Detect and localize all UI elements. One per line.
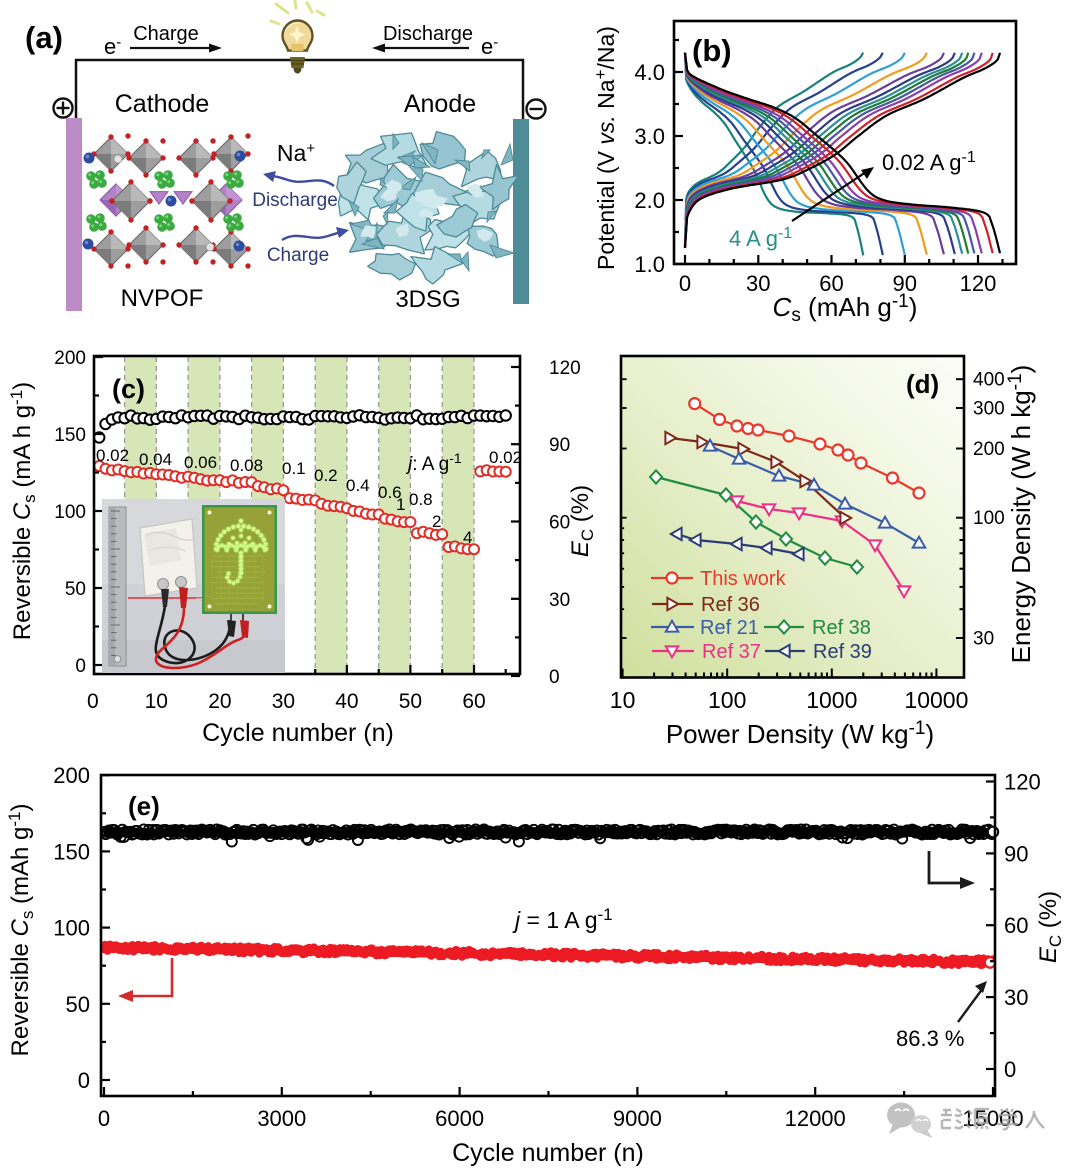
svg-text:60: 60 xyxy=(462,690,485,713)
svg-text:Reversible Cs (mA h g-1): Reversible Cs (mA h g-1) xyxy=(7,382,39,640)
svg-text:Charge: Charge xyxy=(267,245,329,266)
svg-text:(a): (a) xyxy=(25,20,63,55)
svg-text:2.0: 2.0 xyxy=(634,188,665,213)
svg-text:Discharge: Discharge xyxy=(252,190,338,211)
svg-text:NVPOF: NVPOF xyxy=(121,285,204,312)
svg-text:50: 50 xyxy=(66,992,90,1017)
svg-text:Energy Density (W h kg-1): Energy Density (W h kg-1) xyxy=(1005,365,1036,664)
svg-text:400: 400 xyxy=(973,370,1005,391)
svg-text:120: 120 xyxy=(549,358,581,379)
svg-text:4.0: 4.0 xyxy=(634,60,665,85)
svg-text:0: 0 xyxy=(87,690,99,713)
svg-text:100: 100 xyxy=(973,508,1005,529)
svg-text:10: 10 xyxy=(145,690,168,713)
svg-text:(c): (c) xyxy=(112,374,145,404)
svg-text:0.02 A g-1: 0.02 A g-1 xyxy=(882,149,976,175)
svg-text:0: 0 xyxy=(679,271,691,296)
svg-text:3DSG: 3DSG xyxy=(395,286,460,313)
svg-text:60: 60 xyxy=(819,271,843,296)
svg-text:30: 30 xyxy=(973,629,994,650)
svg-text:Ref 21: Ref 21 xyxy=(700,617,759,639)
svg-text:Ref 37: Ref 37 xyxy=(702,641,761,663)
svg-text:j = 1 A g-1: j = 1 A g-1 xyxy=(512,905,613,933)
svg-text:150: 150 xyxy=(53,839,90,864)
svg-text:(b): (b) xyxy=(692,33,732,68)
svg-text:120: 120 xyxy=(1004,770,1041,795)
svg-text:60: 60 xyxy=(549,513,570,534)
svg-text:0.4: 0.4 xyxy=(346,476,370,495)
svg-text:0.8: 0.8 xyxy=(409,490,433,509)
svg-text:90: 90 xyxy=(549,435,570,456)
svg-text:EC (%): EC (%) xyxy=(567,485,597,557)
svg-text:Discharge: Discharge xyxy=(383,23,473,45)
svg-text:0.02: 0.02 xyxy=(96,446,129,465)
svg-text:0: 0 xyxy=(98,1106,110,1131)
svg-text:86.3 %: 86.3 % xyxy=(896,1026,965,1051)
svg-text:100: 100 xyxy=(708,687,746,713)
svg-text:Ref 39: Ref 39 xyxy=(813,641,872,663)
svg-text:50: 50 xyxy=(399,690,422,713)
svg-text:Reversible Cs (mAh g-1): Reversible Cs (mAh g-1) xyxy=(5,803,37,1056)
svg-text:200: 200 xyxy=(54,348,86,369)
svg-text:Ref 36: Ref 36 xyxy=(701,594,760,616)
svg-text:20: 20 xyxy=(208,690,231,713)
svg-text:0.04: 0.04 xyxy=(139,450,172,469)
svg-text:300: 300 xyxy=(973,399,1005,420)
svg-text:15000: 15000 xyxy=(962,1106,1023,1131)
svg-text:200: 200 xyxy=(53,763,90,788)
svg-text:1: 1 xyxy=(396,495,405,514)
svg-text:12000: 12000 xyxy=(785,1106,846,1131)
svg-text:90: 90 xyxy=(893,271,917,296)
svg-text:0.02: 0.02 xyxy=(489,448,522,467)
svg-text:EC (%): EC (%) xyxy=(1035,891,1065,963)
svg-text:(d): (d) xyxy=(906,369,939,399)
svg-text:Cathode: Cathode xyxy=(115,90,210,118)
svg-text:1000: 1000 xyxy=(806,687,857,713)
svg-text:30: 30 xyxy=(272,690,295,713)
svg-text:120: 120 xyxy=(960,271,997,296)
svg-text:40: 40 xyxy=(335,690,358,713)
svg-text:200: 200 xyxy=(973,439,1005,460)
svg-text:0.2: 0.2 xyxy=(314,466,338,485)
svg-text:10000: 10000 xyxy=(904,687,968,713)
svg-text:6000: 6000 xyxy=(435,1106,484,1131)
svg-text:Cycle number (n): Cycle number (n) xyxy=(452,1139,644,1167)
svg-text:Potential (V vs. Na+/Na): Potential (V vs. Na+/Na) xyxy=(591,26,619,270)
svg-text:0: 0 xyxy=(1004,1057,1016,1082)
svg-text:Cycle number (n): Cycle number (n) xyxy=(202,719,394,747)
svg-text:(e): (e) xyxy=(128,791,160,821)
svg-text:60: 60 xyxy=(1004,913,1028,938)
svg-text:90: 90 xyxy=(1004,841,1028,866)
svg-text:Power Density (W kg-1): Power Density (W kg-1) xyxy=(666,718,934,749)
svg-text:30: 30 xyxy=(1004,985,1028,1010)
svg-text:0.08: 0.08 xyxy=(230,456,263,475)
svg-text:3.0: 3.0 xyxy=(634,124,665,149)
svg-text:150: 150 xyxy=(54,425,86,446)
svg-text:100: 100 xyxy=(54,502,86,523)
svg-text:Cs (mAh g-1): Cs (mAh g-1) xyxy=(773,291,918,326)
svg-text:3000: 3000 xyxy=(257,1106,306,1131)
svg-text:50: 50 xyxy=(65,579,86,600)
svg-text:0: 0 xyxy=(549,667,560,688)
svg-text:4: 4 xyxy=(463,528,472,547)
svg-text:30: 30 xyxy=(549,590,570,611)
svg-text:1.0: 1.0 xyxy=(634,252,665,277)
svg-text:0.6: 0.6 xyxy=(378,483,402,502)
svg-text:0.1: 0.1 xyxy=(282,459,306,478)
svg-text:0: 0 xyxy=(75,656,86,677)
svg-text:Ref 38: Ref 38 xyxy=(812,617,871,639)
svg-text:Anode: Anode xyxy=(404,90,476,118)
svg-text:10: 10 xyxy=(610,687,636,713)
svg-text:2: 2 xyxy=(432,512,441,531)
svg-text:100: 100 xyxy=(53,916,90,941)
svg-text:0: 0 xyxy=(78,1068,90,1093)
svg-text:0.06: 0.06 xyxy=(184,453,217,472)
svg-text:Charge: Charge xyxy=(133,23,199,45)
svg-text:This work: This work xyxy=(700,568,787,590)
svg-text:30: 30 xyxy=(746,271,770,296)
svg-text:9000: 9000 xyxy=(613,1106,662,1131)
